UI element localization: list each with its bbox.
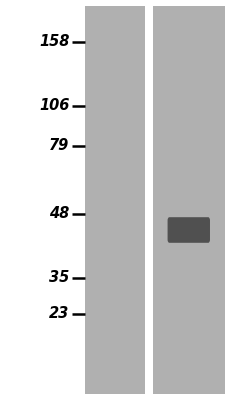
Text: 79: 79 [49, 138, 69, 154]
Text: 35: 35 [49, 270, 69, 286]
Bar [152, 6, 224, 394]
Text: 48: 48 [49, 206, 69, 222]
Bar [144, 6, 152, 394]
FancyBboxPatch shape [167, 217, 209, 243]
Bar [85, 6, 144, 394]
Text: 23: 23 [49, 306, 69, 322]
Text: 158: 158 [39, 34, 69, 50]
Text: 106: 106 [39, 98, 69, 114]
